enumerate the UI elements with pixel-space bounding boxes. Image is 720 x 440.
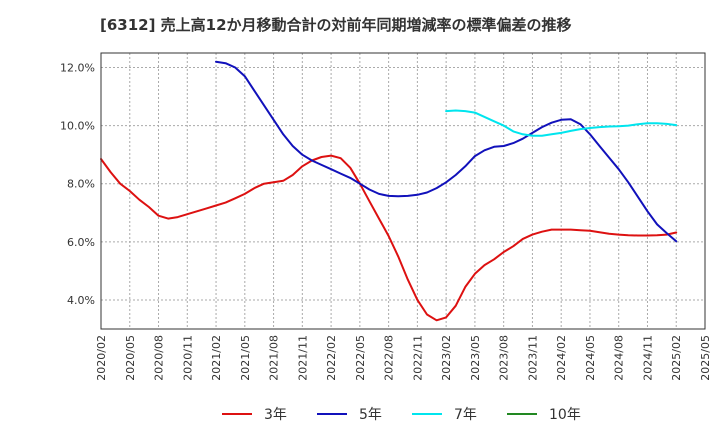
x-tick-label: 2020/05	[124, 335, 137, 381]
y-tick-label: 12.0%	[60, 62, 95, 75]
x-tick-label: 2022/05	[354, 335, 367, 381]
x-tick-label: 2020/11	[181, 335, 194, 381]
x-tick-label: 2020/02	[95, 335, 108, 381]
x-tick-label: 2023/08	[498, 335, 511, 381]
legend-label: 3年	[264, 407, 287, 423]
x-tick-label: 2023/02	[440, 335, 453, 381]
x-tick-label: 2021/08	[268, 335, 281, 381]
x-tick-label: 2025/05	[699, 335, 712, 381]
x-tick-label: 2024/02	[555, 335, 568, 381]
x-tick-label: 2023/11	[526, 335, 539, 381]
legend-label: 10年	[549, 407, 581, 423]
y-tick-label: 6.0%	[67, 236, 95, 249]
y-tick-label: 8.0%	[67, 178, 95, 191]
y-tick-label: 4.0%	[67, 294, 95, 307]
x-axis: 2020/02 2020/05 2020/08 2020/11 2021/02 2021/…	[95, 335, 712, 381]
series-layer	[100, 60, 678, 322]
series-line	[215, 60, 678, 243]
x-tick-label: 2023/05	[469, 335, 482, 381]
x-tick-label: 2024/05	[584, 335, 597, 381]
x-tick-label: 2022/02	[325, 335, 338, 381]
legend: 3年 5年 7年 10年	[222, 407, 581, 423]
y-axis: 4.0% 6.0% 8.0% 10.0% 12.0%	[60, 62, 95, 307]
plot-area	[101, 53, 705, 329]
series-line	[445, 109, 678, 137]
series-line	[100, 154, 678, 322]
x-tick-label: 2024/11	[641, 335, 654, 381]
x-tick-label: 2021/02	[210, 335, 223, 381]
x-tick-label: 2021/05	[239, 335, 252, 381]
y-tick-label: 10.0%	[60, 120, 95, 133]
x-tick-label: 2021/11	[296, 335, 309, 381]
plot-frame	[100, 52, 706, 330]
legend-label: 5年	[359, 407, 382, 423]
x-tick-label: 2024/08	[613, 335, 626, 381]
x-tick-label: 2025/02	[670, 335, 683, 381]
chart-title: [6312] 売上高12か月移動合計の対前年同期増減率の標準偏差の推移	[100, 16, 572, 34]
x-tick-label: 2022/08	[383, 335, 396, 381]
legend-label: 7年	[454, 407, 477, 423]
x-tick-label: 2022/11	[411, 335, 424, 381]
x-tick-label: 2020/08	[153, 335, 166, 381]
